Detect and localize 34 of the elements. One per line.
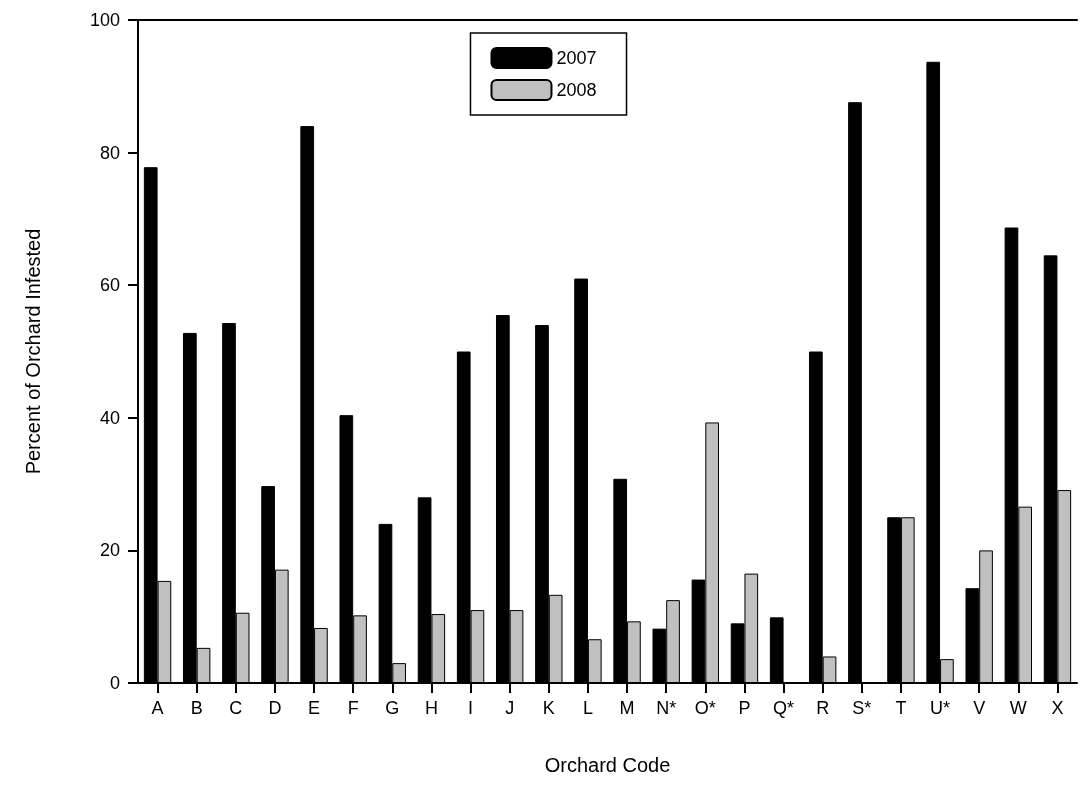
x-axis-title: Orchard Code	[544, 754, 671, 776]
x-tick-label: N*	[656, 698, 677, 718]
x-tick-label: H	[424, 698, 438, 718]
x-tick-label: C	[229, 698, 243, 718]
x-tick-label: S*	[852, 698, 872, 718]
x-tick-label: K	[542, 698, 555, 718]
x-tick-label: A	[151, 698, 164, 718]
y-tick-label: 20	[99, 540, 120, 561]
y-tick-label: 100	[89, 10, 120, 30]
x-tick-label: L	[582, 698, 593, 718]
x-tick-label: I	[468, 698, 474, 718]
x-tick-label: X	[1051, 698, 1064, 718]
x-tick-label: J	[505, 698, 515, 718]
legend-label: 2007	[556, 48, 597, 68]
x-tick-label: U*	[930, 698, 951, 718]
x-tick-label: G	[385, 698, 400, 718]
y-tick-label: 60	[99, 275, 120, 296]
y-tick-label: 0	[109, 673, 120, 693]
x-tick-label: V	[973, 698, 986, 718]
x-tick-label: T	[895, 698, 907, 718]
x-tick-label: Q*	[773, 698, 795, 718]
y-tick-label: 80	[99, 142, 120, 163]
x-tick-label: D	[268, 698, 282, 718]
x-tick-label: E	[308, 698, 321, 718]
x-tick-label: W	[1009, 698, 1027, 718]
x-tick-label: M	[619, 698, 635, 718]
x-tick-label: F	[347, 698, 359, 718]
x-tick-label: B	[190, 698, 203, 718]
legend-label: 2008	[556, 80, 597, 100]
y-tick-label: 40	[99, 407, 120, 428]
x-tick-label: R	[816, 698, 830, 718]
x-tick-label: P	[738, 698, 751, 718]
y-axis-title: Percent of Orchard Infested	[22, 228, 44, 475]
x-tick-label: O*	[694, 698, 716, 718]
